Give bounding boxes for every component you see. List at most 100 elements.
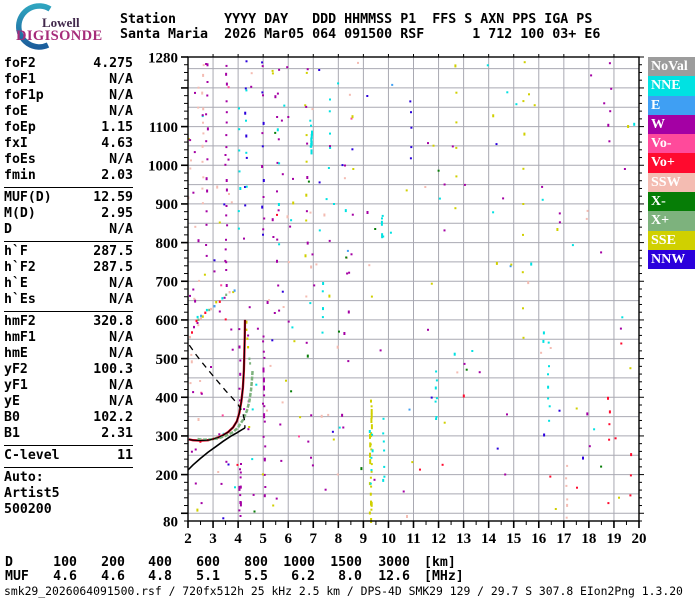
legend-item-noval: NoVal bbox=[648, 57, 695, 77]
y-tick-label: 300 bbox=[156, 429, 179, 445]
divider bbox=[4, 311, 133, 312]
param-label: hmF2 bbox=[4, 314, 36, 329]
param-row: fmin 2.03 bbox=[4, 168, 133, 184]
divider bbox=[4, 445, 133, 446]
param-value: 2.03 bbox=[101, 168, 133, 183]
param-label: h`F bbox=[4, 244, 28, 259]
param-row: yF1 N/A bbox=[4, 378, 133, 394]
param-value: 4.275 bbox=[93, 56, 133, 71]
param-value: 2.31 bbox=[101, 426, 133, 441]
param-label: C-level bbox=[4, 448, 60, 463]
y-tick-label: 80 bbox=[163, 514, 178, 530]
legend-item-nne: NNE bbox=[648, 76, 695, 96]
legend-item-vo: Vo+ bbox=[648, 153, 695, 173]
muf-row-label: D bbox=[5, 555, 13, 570]
x-tick-label: 15 bbox=[506, 531, 521, 547]
logo-text-digisonde: DIGISONDE bbox=[16, 28, 103, 44]
param-label: fxI bbox=[4, 136, 28, 151]
legend-item-w: W bbox=[648, 114, 695, 135]
x-tick-label: 12 bbox=[431, 531, 446, 547]
muf-cell: 400 bbox=[148, 555, 172, 570]
legend-item-nnw: NNW bbox=[648, 249, 695, 270]
muf-cell: 600 bbox=[196, 555, 220, 570]
header-line-1: Station YYYY DAY DDD HHMMSS P1 FFS S AXN… bbox=[120, 12, 593, 27]
legend-item-sse: SSE bbox=[648, 230, 695, 250]
x-tick-label: 11 bbox=[406, 531, 420, 547]
muf-cell: 12.6 bbox=[378, 569, 410, 584]
param-value: 287.5 bbox=[93, 260, 133, 275]
param-row: foF1p N/A bbox=[4, 88, 133, 104]
param-label: h`Es bbox=[4, 292, 36, 307]
param-row: foEp 1.15 bbox=[4, 120, 133, 136]
divider bbox=[4, 467, 133, 468]
legend-item-x: X- bbox=[648, 192, 695, 212]
muf-cell: 4.6 bbox=[53, 569, 77, 584]
lowell-digisonde-logo: Lowell DIGISONDE bbox=[6, 2, 116, 50]
muf-cell: 1500 bbox=[330, 555, 362, 570]
param-label: hmF1 bbox=[4, 330, 36, 345]
param-value: 2.95 bbox=[101, 206, 133, 221]
param-label: foE bbox=[4, 104, 28, 119]
param-label: yF1 bbox=[4, 378, 28, 393]
muf-cell: 1000 bbox=[283, 555, 315, 570]
header-line-2: Santa Maria 2026 Mar05 064 091500 RSF 1 … bbox=[120, 27, 601, 42]
y-tick-label: 600 bbox=[156, 313, 179, 329]
param-value: 11 bbox=[117, 448, 133, 463]
param-value: N/A bbox=[109, 330, 133, 345]
param-row: yF2 100.3 bbox=[4, 362, 133, 378]
param-label: foF1p bbox=[4, 88, 44, 103]
muf-cell: 100 bbox=[53, 555, 77, 570]
param-row: h`F2 287.5 bbox=[4, 260, 133, 276]
x-tick-label: 6 bbox=[284, 531, 292, 547]
echo-traces bbox=[187, 319, 254, 471]
param-row: foEs N/A bbox=[4, 152, 133, 168]
muf-row-label: MUF bbox=[5, 569, 29, 584]
status-line: smk29_2026064091500.rsf / 720fx512h 25 k… bbox=[4, 584, 683, 598]
param-label: M(D) bbox=[4, 206, 36, 221]
param-value: 100.3 bbox=[93, 362, 133, 377]
x-tick-label: 3 bbox=[209, 531, 217, 547]
muf-row-unit: [km] bbox=[424, 555, 456, 570]
x-tick-label: 5 bbox=[259, 531, 267, 547]
x-tick-label: 10 bbox=[381, 531, 396, 547]
param-row: D N/A bbox=[4, 222, 133, 238]
y-tick-label: 1100 bbox=[149, 120, 178, 136]
y-tick-label: 700 bbox=[156, 275, 179, 291]
param-value: N/A bbox=[109, 152, 133, 167]
param-value: N/A bbox=[109, 72, 133, 87]
param-value: N/A bbox=[109, 378, 133, 393]
param-value: N/A bbox=[109, 292, 133, 307]
param-label: foF1 bbox=[4, 72, 36, 87]
param-label: yE bbox=[4, 394, 20, 409]
x-tick-label: 8 bbox=[335, 531, 343, 547]
y-tick-label: 500 bbox=[156, 352, 179, 368]
param-label: MUF(D) bbox=[4, 190, 52, 205]
parameter-panel: foF2 4.275 foF1 N/A foF1p N/A foE N/A foEp 1.15 fx… bbox=[4, 56, 133, 518]
param-row: hmE N/A bbox=[4, 346, 133, 362]
param-label: hmE bbox=[4, 346, 28, 361]
x-tick-label: 7 bbox=[310, 531, 318, 547]
param-row: B0 102.2 bbox=[4, 410, 133, 426]
param-row: MUF(D) 12.59 bbox=[4, 190, 133, 206]
param-row: h`Es N/A bbox=[4, 292, 133, 308]
param-row: B1 2.31 bbox=[4, 426, 133, 442]
param-value: 287.5 bbox=[93, 244, 133, 259]
param-row: h`E N/A bbox=[4, 276, 133, 292]
y-tick-label: 400 bbox=[156, 391, 179, 407]
artist-fit-trace bbox=[188, 319, 246, 442]
x-tick-label: 17 bbox=[556, 531, 572, 547]
second-hop-trace bbox=[189, 289, 252, 365]
noise-dots bbox=[187, 61, 636, 520]
muf-cell: 5.5 bbox=[244, 569, 268, 584]
param-label: foEs bbox=[4, 152, 36, 167]
x-tick-label: 9 bbox=[360, 531, 368, 547]
param-label: yF2 bbox=[4, 362, 28, 377]
x-tick-label: 16 bbox=[531, 531, 547, 547]
plot-axes: 2 3 4 5 6 7 8 9 10 11 12 13 14 15 16 17 18 19 20 1280 1100 10… bbox=[148, 50, 647, 547]
legend-item-vo: Vo- bbox=[648, 134, 695, 154]
logo-arc-icon bbox=[16, 3, 52, 50]
divider bbox=[4, 241, 133, 242]
param-value: 320.8 bbox=[93, 314, 133, 329]
